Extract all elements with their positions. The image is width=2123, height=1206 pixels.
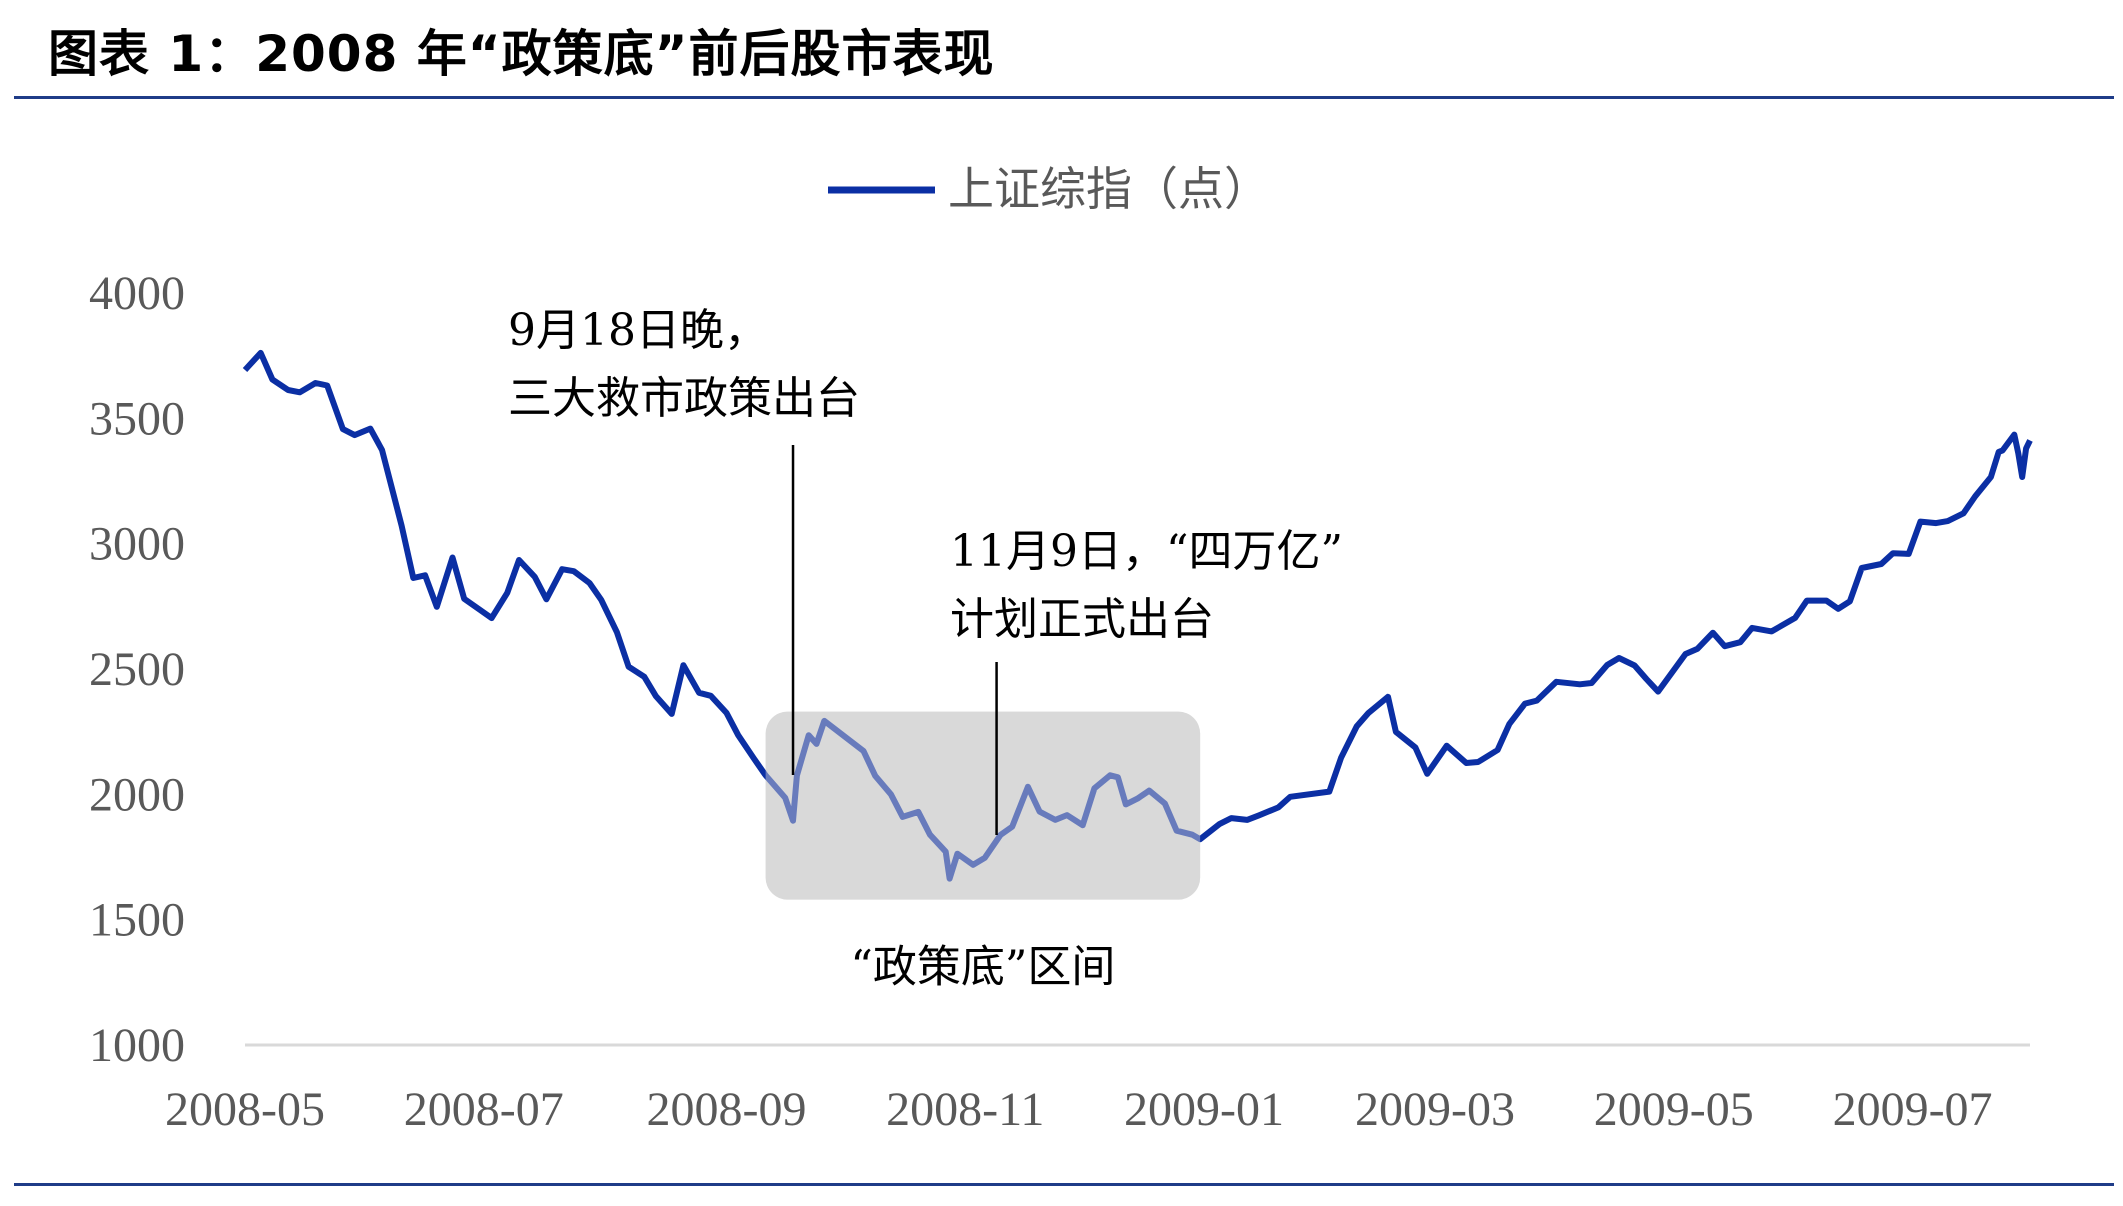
x-tick-label: 2009-03: [1355, 1083, 1515, 1136]
page-title: 图表 1：2008 年“政策底”前后股市表现: [48, 25, 995, 83]
annotation-2-line1: 11月9日，“四万亿”: [950, 526, 1343, 577]
x-tick-label: 2009-05: [1594, 1083, 1754, 1136]
y-tick-label: 1000: [89, 1019, 185, 1072]
bottom-divider: [14, 1183, 2114, 1186]
y-tick-label: 2000: [89, 768, 185, 821]
annotation-1-line1: 9月18日晚，: [508, 305, 768, 356]
annotation-2-line2: 计划正式出台: [950, 594, 1214, 645]
x-tick-label: 2009-07: [1833, 1083, 1993, 1136]
y-tick-label: 3000: [89, 518, 185, 571]
policy-bottom-zone-label: “政策底”区间: [850, 942, 1115, 993]
legend-label: 上证综指（点）: [948, 162, 1270, 216]
x-tick-label: 2008-07: [404, 1083, 564, 1136]
x-tick-label: 2008-11: [886, 1083, 1044, 1136]
x-tick-label: 2008-09: [646, 1083, 806, 1136]
y-tick-label: 3500: [89, 392, 185, 445]
policy-bottom-zone: [765, 711, 1201, 900]
top-divider: [14, 96, 2114, 99]
y-tick-label: 1500: [89, 894, 185, 947]
series-line: [242, 349, 2033, 882]
y-tick-label: 2500: [89, 643, 185, 696]
x-tick-label: 2009-01: [1124, 1083, 1284, 1136]
annotation-1-line2: 三大救市政策出台: [508, 373, 860, 424]
y-tick-label: 4000: [89, 267, 185, 320]
policy-bottom-zone-overlay: [765, 711, 1201, 900]
x-tick-label: 2008-05: [165, 1083, 325, 1136]
